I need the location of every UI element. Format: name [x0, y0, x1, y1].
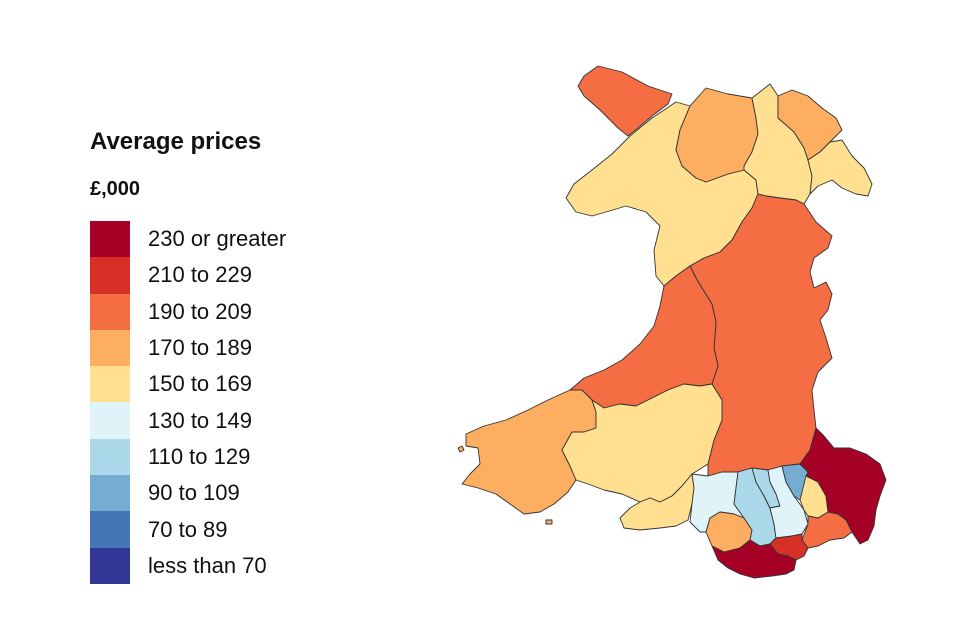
legend-swatch: [90, 293, 130, 330]
legend-swatch: [90, 257, 130, 294]
legend-swatch: [90, 511, 130, 548]
legend-label: 210 to 229: [148, 262, 252, 288]
legend-list: 230 or greater 210 to 229 190 to 209 170…: [90, 221, 286, 584]
legend-item: 90 to 109: [90, 475, 286, 512]
legend-swatch: [90, 366, 130, 403]
legend-label: less than 70: [148, 552, 267, 578]
map-legend: Average prices £,000 230 or greater 210 …: [90, 128, 286, 584]
legend-item: 230 or greater: [90, 221, 287, 258]
legend-label: 170 to 189: [148, 335, 252, 361]
island-skomer: [457, 445, 465, 453]
region-vale-of-glamorgan: [711, 539, 797, 579]
region-monmouthshire: [799, 427, 887, 545]
region-isle-of-anglesey: [577, 65, 673, 137]
legend-item: 70 to 89: [90, 511, 286, 548]
legend-label: 150 to 169: [148, 371, 252, 397]
legend-swatch: [90, 402, 130, 439]
region-wrexham: [807, 139, 873, 197]
legend-item: less than 70: [90, 547, 286, 584]
legend-item: 190 to 209: [90, 293, 286, 330]
legend-item: 150 to 169: [90, 366, 286, 403]
legend-label: 70 to 89: [148, 516, 228, 542]
legend-swatch: [90, 547, 130, 584]
legend-item: 210 to 229: [90, 257, 286, 294]
legend-title: Average prices: [90, 128, 262, 155]
legend-label: 190 to 209: [148, 298, 252, 324]
legend-swatch: [90, 329, 130, 367]
legend-label: 230 or greater: [148, 226, 287, 252]
legend-item: 170 to 189: [90, 329, 286, 367]
island-caldey: [545, 519, 553, 525]
legend-swatch: [90, 475, 130, 512]
legend-label: 90 to 109: [148, 480, 240, 506]
legend-label: 110 to 129: [148, 443, 251, 469]
legend-label: 130 to 149: [148, 407, 252, 433]
legend-swatch: [90, 438, 130, 476]
legend-item: 130 to 149: [90, 402, 286, 439]
legend-item: 110 to 129: [90, 438, 286, 476]
legend-swatch: [90, 221, 130, 258]
legend-unit: £,000: [90, 178, 141, 200]
